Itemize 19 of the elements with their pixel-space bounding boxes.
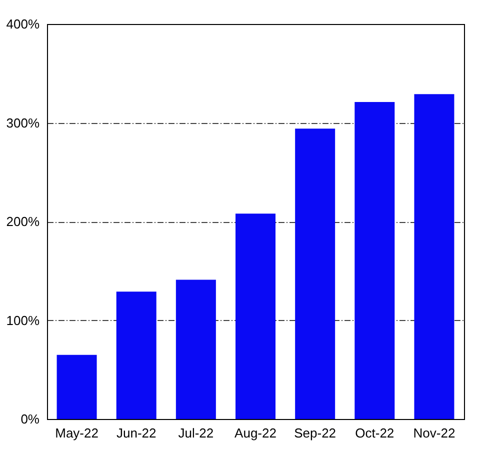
- x-tick-label: Nov-22: [413, 426, 456, 440]
- y-tick-label: 300%: [6, 115, 40, 130]
- x-tick-label: Oct-22: [355, 426, 394, 440]
- x-tick-label: Aug-22: [234, 426, 276, 440]
- bar: [116, 292, 156, 419]
- bar: [176, 280, 216, 419]
- y-tick-label: 100%: [6, 312, 40, 328]
- bar: [414, 94, 454, 419]
- bar: [56, 354, 97, 419]
- x-tick-label: May-22: [55, 426, 98, 440]
- y-tick-label: 400%: [6, 16, 40, 32]
- x-tick-label: Jun-22: [116, 426, 156, 440]
- bar: [295, 128, 336, 419]
- bar: [236, 214, 276, 419]
- x-tick-label: Jul-22: [178, 426, 214, 440]
- x-tick-label: Sep-22: [294, 426, 336, 440]
- y-tick-label: 0%: [20, 412, 40, 426]
- y-tick-label: 200%: [6, 214, 40, 229]
- bar: [354, 102, 395, 419]
